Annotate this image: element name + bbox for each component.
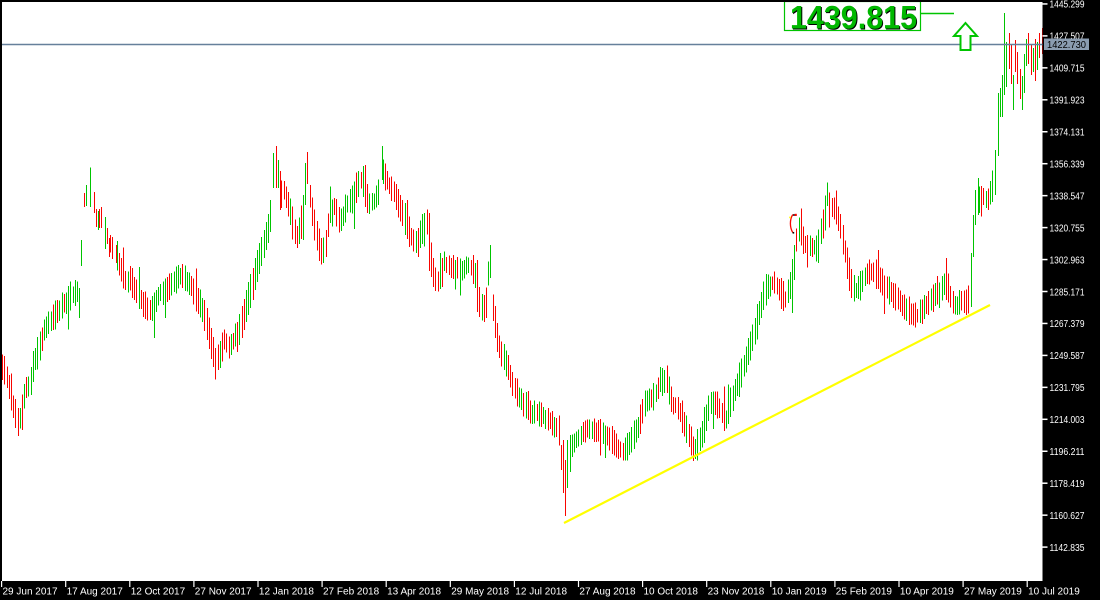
svg-text:12 Oct 2017: 12 Oct 2017	[131, 587, 186, 598]
svg-text:13 Apr 2018: 13 Apr 2018	[387, 587, 441, 598]
svg-text:27 Aug 2018: 27 Aug 2018	[579, 587, 636, 598]
svg-text:1285.171: 1285.171	[1050, 287, 1085, 298]
svg-text:1249.587: 1249.587	[1050, 351, 1085, 362]
svg-text:10 Oct 2018: 10 Oct 2018	[644, 587, 699, 598]
svg-text:12 Jul 2018: 12 Jul 2018	[515, 587, 567, 598]
svg-text:1445.299: 1445.299	[1050, 0, 1085, 11]
svg-text:1160.627: 1160.627	[1050, 511, 1085, 522]
svg-text:1374.131: 1374.131	[1050, 128, 1085, 139]
svg-text:29 May 2018: 29 May 2018	[451, 587, 509, 598]
svg-text:25 Feb 2019: 25 Feb 2019	[836, 587, 893, 598]
svg-text:23 Nov 2018: 23 Nov 2018	[708, 587, 765, 598]
svg-text:12 Jan 2018: 12 Jan 2018	[259, 587, 314, 598]
svg-text:1439.815: 1439.815	[790, 0, 917, 36]
svg-text:1302.963: 1302.963	[1050, 255, 1085, 266]
svg-text:10 Jul 2019: 10 Jul 2019	[1028, 587, 1080, 598]
svg-text:27 May 2019: 27 May 2019	[964, 587, 1022, 598]
svg-text:1214.003: 1214.003	[1050, 415, 1085, 426]
svg-text:17 Aug 2017: 17 Aug 2017	[67, 587, 124, 598]
svg-text:29 Jun 2017: 29 Jun 2017	[3, 587, 58, 598]
svg-text:10 Jan 2019: 10 Jan 2019	[772, 587, 827, 598]
svg-text:27 Feb 2018: 27 Feb 2018	[323, 587, 380, 598]
svg-text:1391.923: 1391.923	[1050, 96, 1085, 107]
svg-text:1356.339: 1356.339	[1050, 159, 1085, 170]
svg-text:1231.795: 1231.795	[1050, 383, 1085, 394]
svg-text:1422.730: 1422.730	[1047, 40, 1086, 51]
svg-text:1409.715: 1409.715	[1050, 64, 1085, 75]
svg-text:1338.547: 1338.547	[1050, 191, 1085, 202]
svg-text:27 Nov 2017: 27 Nov 2017	[195, 587, 252, 598]
svg-text:1196.211: 1196.211	[1050, 447, 1085, 458]
svg-text:1427.507: 1427.507	[1050, 32, 1085, 43]
svg-text:1267.379: 1267.379	[1050, 319, 1085, 330]
svg-text:1320.755: 1320.755	[1050, 223, 1085, 234]
svg-text:1178.419: 1178.419	[1050, 479, 1085, 490]
svg-text:10 Apr 2019: 10 Apr 2019	[900, 587, 954, 598]
svg-text:1142.835: 1142.835	[1050, 543, 1085, 554]
